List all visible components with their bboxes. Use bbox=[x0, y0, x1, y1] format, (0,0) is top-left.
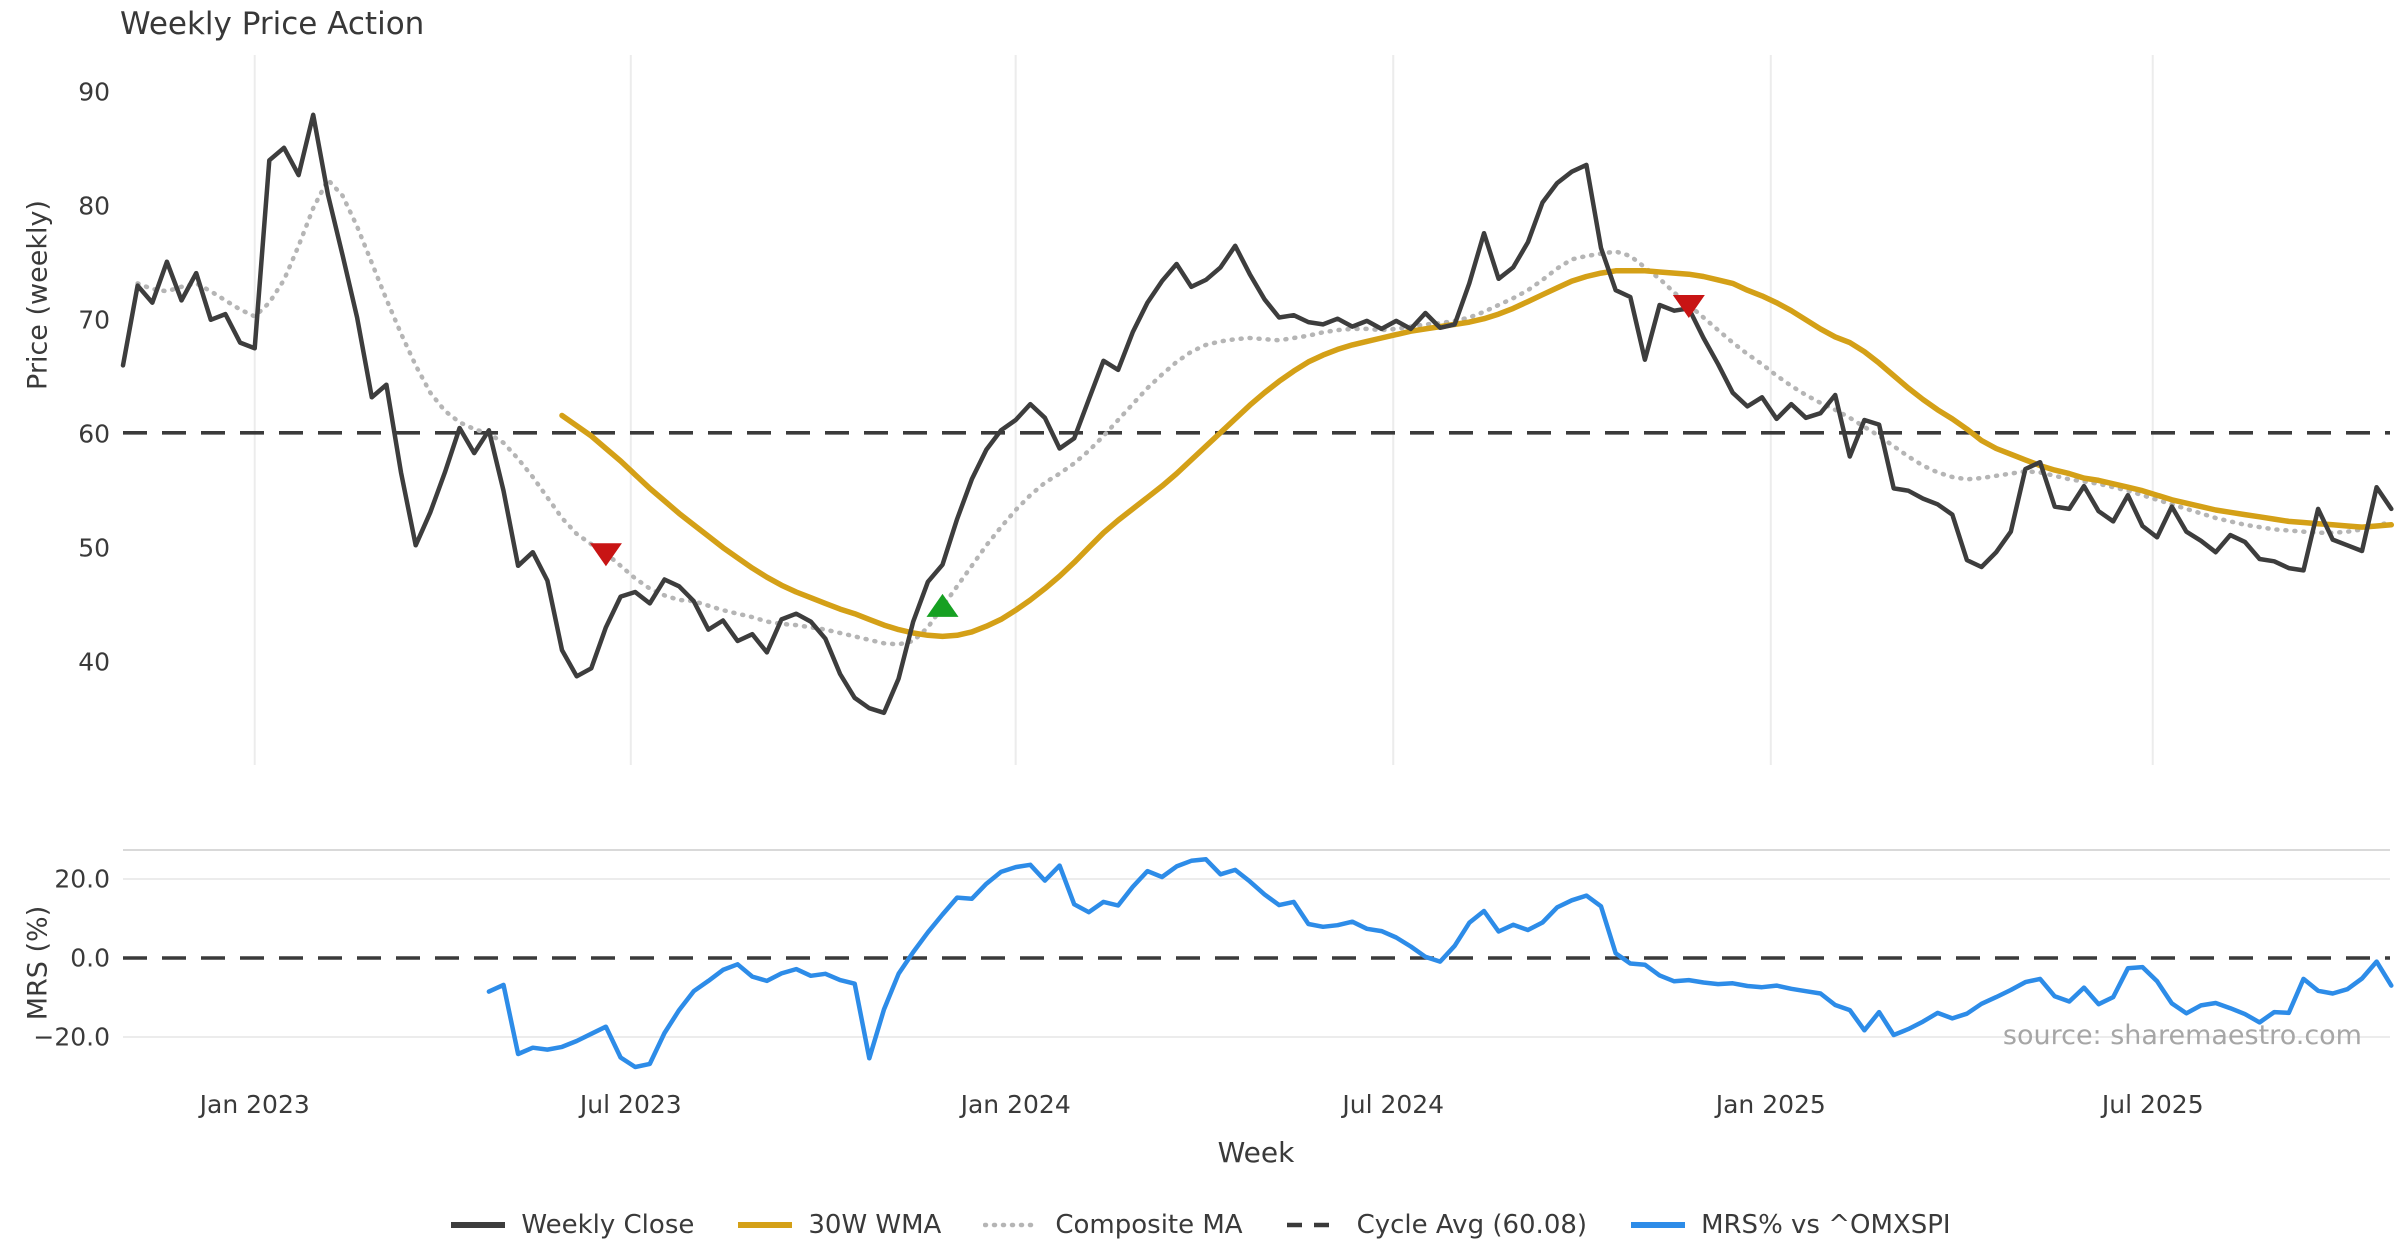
weekly-close-line bbox=[120, 112, 2394, 716]
buy-signal-marker bbox=[926, 593, 959, 617]
wma-line bbox=[559, 268, 2395, 640]
mrs-line bbox=[486, 857, 2394, 1070]
composite-ma-line bbox=[135, 177, 2394, 647]
sell-signal-marker bbox=[1672, 294, 1705, 318]
sell-signal-marker bbox=[589, 543, 622, 567]
